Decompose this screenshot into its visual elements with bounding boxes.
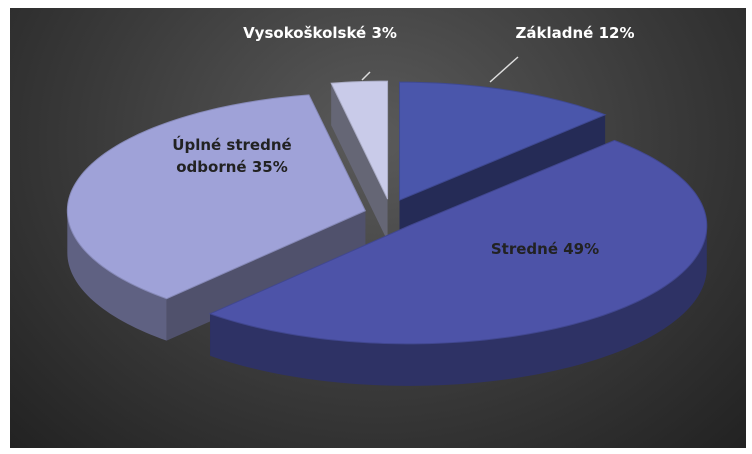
slice (399, 81, 607, 201)
category-label: Stredné (490, 240, 558, 258)
category-label: Úplné stredné odborné (172, 136, 292, 176)
data-label: Úplné stredné odborné 35% (157, 134, 307, 178)
slice (66, 94, 367, 300)
data-label: Stredné 49% (465, 238, 625, 260)
leader-line (361, 71, 371, 81)
category-label: Základné (515, 24, 594, 42)
slice-rim (210, 225, 707, 386)
slice (208, 139, 708, 345)
data-label: Vysokoškolské 3% (235, 22, 405, 44)
value-label: 12% (598, 24, 635, 42)
slice-side (166, 210, 366, 341)
data-label: Základné 12% (505, 22, 645, 44)
value-label: 49% (563, 240, 600, 258)
leader-line (489, 56, 519, 83)
value-label: 35% (251, 158, 288, 176)
value-label: 3% (371, 24, 397, 42)
slice (330, 80, 389, 200)
slice-rim (67, 210, 167, 341)
category-label: Vysokoškolské (243, 24, 367, 42)
slice-side (331, 83, 388, 242)
